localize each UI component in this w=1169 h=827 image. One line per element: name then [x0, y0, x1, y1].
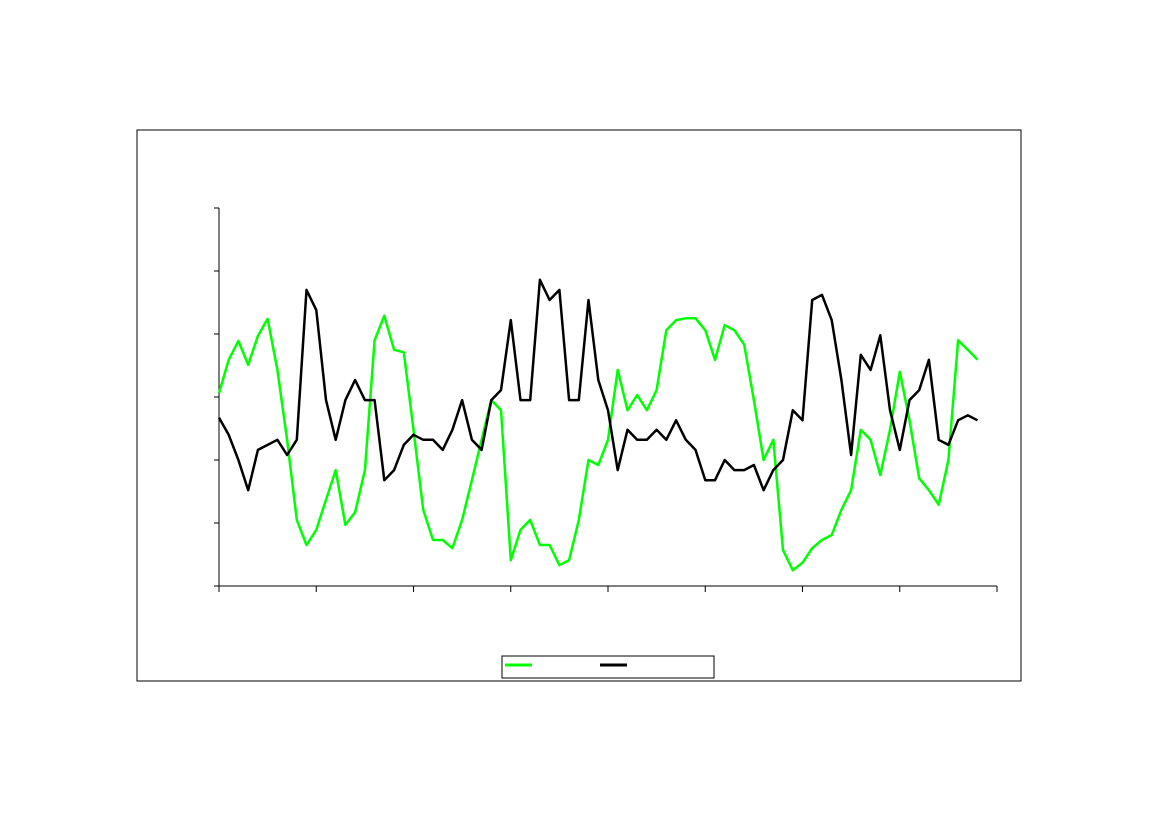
legend	[501, 655, 715, 679]
line-series	[217, 314, 979, 572]
chart-frame	[136, 129, 1022, 682]
line-series	[217, 278, 979, 492]
